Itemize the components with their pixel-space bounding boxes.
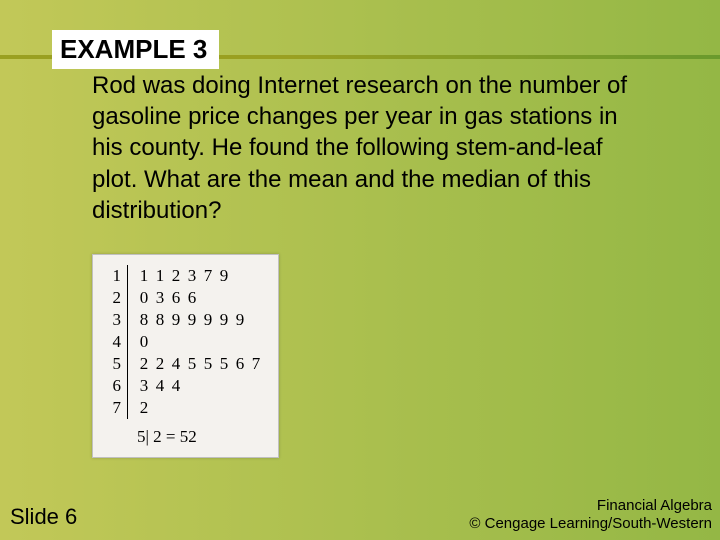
stem-cell: 5 (107, 353, 128, 375)
stemleaf-row: 522455567 (107, 353, 264, 375)
slide: EXAMPLE 3 Rod was doing Internet researc… (0, 0, 720, 540)
leaves-cell: 0 (128, 331, 265, 353)
slide-number: Slide 6 (10, 504, 77, 530)
footer-line2: © Cengage Learning/South-Western (469, 515, 712, 534)
stem-cell: 2 (107, 287, 128, 309)
stemleaf-legend: 5| 2 = 52 (107, 427, 264, 447)
leaves-cell: 344 (128, 375, 265, 397)
stem-cell: 4 (107, 331, 128, 353)
leaves-cell: 22455567 (128, 353, 265, 375)
leaves-cell: 2 (128, 397, 265, 419)
stemleaf-table: 1112379203663889999940522455567634472 (107, 265, 264, 419)
stemleaf-row: 38899999 (107, 309, 264, 331)
stem-cell: 3 (107, 309, 128, 331)
leaves-cell: 8899999 (128, 309, 265, 331)
stemleaf-row: 1112379 (107, 265, 264, 287)
body-text: Rod was doing Internet research on the n… (92, 70, 652, 226)
example-label: EXAMPLE 3 (60, 34, 207, 64)
stem-cell: 6 (107, 375, 128, 397)
stemleaf-row: 20366 (107, 287, 264, 309)
stemleaf-row: 40 (107, 331, 264, 353)
footer-right: Financial Algebra © Cengage Learning/Sou… (469, 497, 712, 535)
stem-cell: 1 (107, 265, 128, 287)
leaves-cell: 112379 (128, 265, 265, 287)
stem-cell: 7 (107, 397, 128, 419)
leaves-cell: 0366 (128, 287, 265, 309)
example-label-box: EXAMPLE 3 (52, 30, 219, 69)
stemleaf-row: 6344 (107, 375, 264, 397)
stemleaf-row: 72 (107, 397, 264, 419)
footer-line1: Financial Algebra (469, 497, 712, 516)
stem-and-leaf-plot: 1112379203663889999940522455567634472 5|… (92, 254, 279, 458)
